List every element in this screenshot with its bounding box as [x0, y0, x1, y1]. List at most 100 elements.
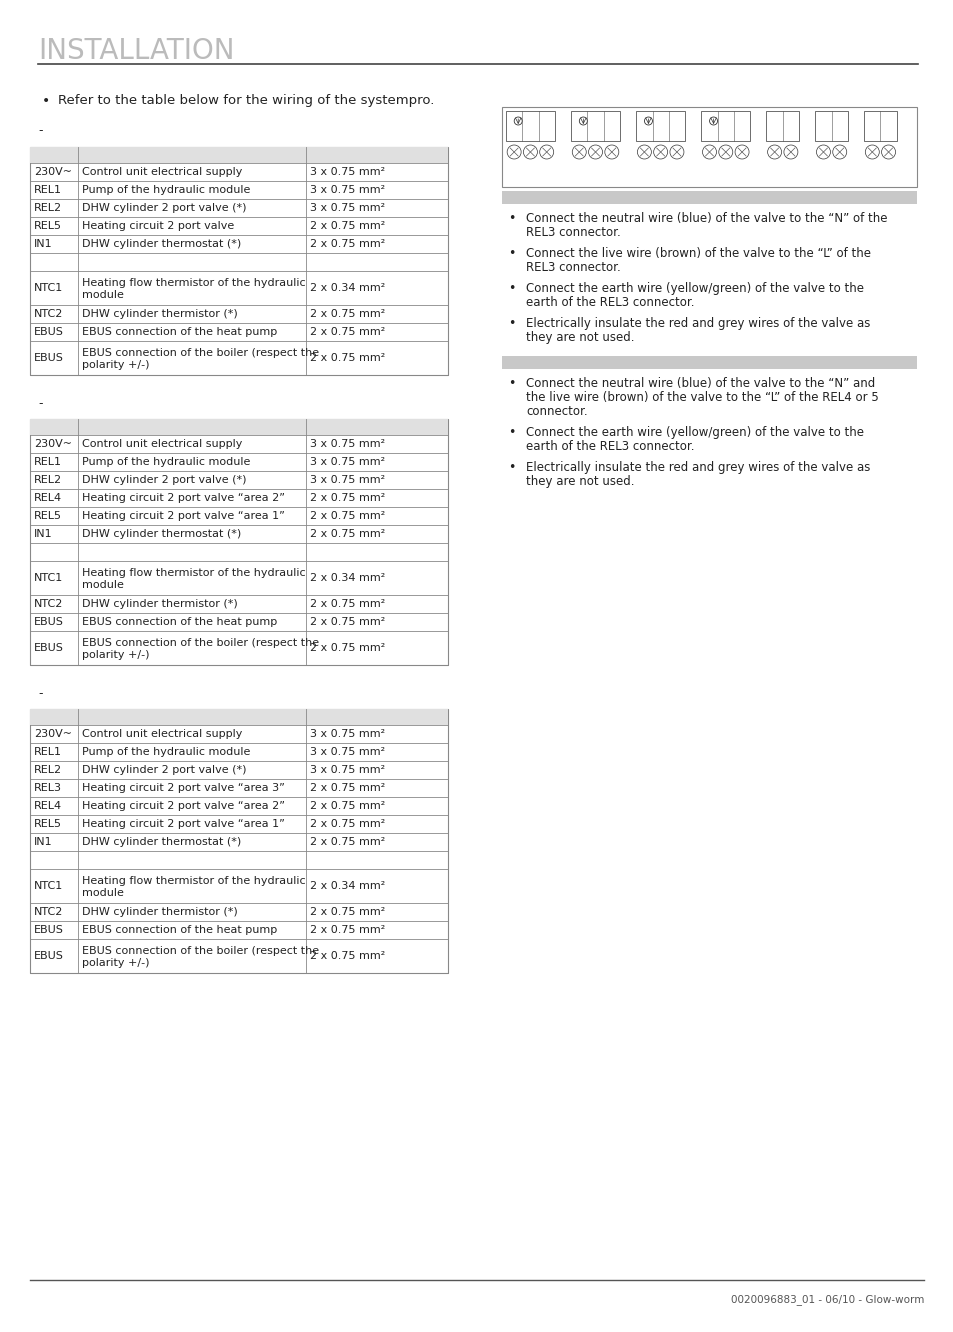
Bar	[30, 709, 448, 725]
Text: 2 x 0.75 mm²: 2 x 0.75 mm²	[310, 599, 385, 609]
Text: •: •	[507, 282, 515, 294]
Text: INSTALLATION: INSTALLATION	[38, 37, 234, 65]
Circle shape	[604, 145, 618, 159]
Text: DHW cylinder thermistor (*): DHW cylinder thermistor (*)	[82, 309, 237, 318]
Text: REL4: REL4	[34, 801, 62, 811]
Text: 3 x 0.75 mm²: 3 x 0.75 mm²	[310, 457, 385, 468]
Text: 2 x 0.75 mm²: 2 x 0.75 mm²	[310, 326, 385, 337]
Text: polarity +/-): polarity +/-)	[82, 650, 150, 659]
Text: 230V~: 230V~	[34, 729, 71, 739]
Text: DHW cylinder thermistor (*): DHW cylinder thermistor (*)	[82, 599, 237, 609]
Text: Heating flow thermistor of the hydraulic: Heating flow thermistor of the hydraulic	[82, 278, 305, 288]
Text: Heating circuit 2 port valve “area 1”: Heating circuit 2 port valve “area 1”	[82, 511, 285, 521]
Text: •: •	[507, 461, 515, 474]
Text: 3 x 0.75 mm²: 3 x 0.75 mm²	[310, 747, 385, 757]
Text: EBUS: EBUS	[34, 643, 64, 653]
Text: •: •	[507, 426, 515, 440]
Text: module: module	[82, 290, 124, 300]
Text: 230V~: 230V~	[34, 166, 71, 177]
Text: •: •	[507, 317, 515, 330]
Bar	[505, 111, 555, 141]
Circle shape	[572, 145, 586, 159]
Circle shape	[783, 145, 797, 159]
Text: Pump of the hydraulic module: Pump of the hydraulic module	[82, 457, 251, 468]
Text: 2 x 0.75 mm²: 2 x 0.75 mm²	[310, 493, 385, 503]
Text: Connect the earth wire (yellow/green) of the valve to the: Connect the earth wire (yellow/green) of…	[525, 282, 863, 294]
Text: polarity +/-): polarity +/-)	[82, 958, 150, 968]
Circle shape	[669, 145, 683, 159]
Circle shape	[539, 145, 553, 159]
Circle shape	[816, 145, 830, 159]
Text: Refer to the table below for the wiring of the systempro.: Refer to the table below for the wiring …	[58, 95, 434, 107]
Text: •: •	[507, 212, 515, 225]
Text: DHW cylinder thermostat (*): DHW cylinder thermostat (*)	[82, 238, 241, 249]
Text: REL2: REL2	[34, 765, 62, 775]
Circle shape	[653, 145, 667, 159]
Text: 2 x 0.75 mm²: 2 x 0.75 mm²	[310, 907, 385, 916]
Text: NTC2: NTC2	[34, 599, 63, 609]
Text: EBUS connection of the boiler (respect the: EBUS connection of the boiler (respect t…	[82, 638, 319, 647]
Text: EBUS connection of the heat pump: EBUS connection of the heat pump	[82, 617, 277, 627]
Text: EBUS: EBUS	[34, 924, 64, 935]
Text: 230V~: 230V~	[34, 440, 71, 449]
Circle shape	[832, 145, 846, 159]
Circle shape	[588, 145, 602, 159]
Text: Control unit electrical supply: Control unit electrical supply	[82, 729, 242, 739]
Text: Control unit electrical supply: Control unit electrical supply	[82, 440, 242, 449]
Text: DHW cylinder thermistor (*): DHW cylinder thermistor (*)	[82, 907, 237, 916]
Text: Connect the neutral wire (blue) of the valve to the “N” of the: Connect the neutral wire (blue) of the v…	[525, 212, 886, 225]
Text: Heating flow thermistor of the hydraulic: Heating flow thermistor of the hydraulic	[82, 876, 305, 886]
Bar	[636, 111, 684, 141]
Bar	[501, 107, 916, 186]
Text: •: •	[42, 95, 51, 108]
Text: Pump of the hydraulic module: Pump of the hydraulic module	[82, 185, 251, 194]
Text: Connect the neutral wire (blue) of the valve to the “N” and: Connect the neutral wire (blue) of the v…	[525, 377, 874, 390]
Text: Electrically insulate the red and grey wires of the valve as: Electrically insulate the red and grey w…	[525, 317, 869, 330]
Circle shape	[718, 145, 732, 159]
Text: •: •	[507, 246, 515, 260]
Bar	[30, 420, 448, 665]
Text: earth of the REL3 connector.: earth of the REL3 connector.	[525, 440, 694, 453]
Text: 3 x 0.75 mm²: 3 x 0.75 mm²	[310, 729, 385, 739]
Text: 2 x 0.34 mm²: 2 x 0.34 mm²	[310, 880, 385, 891]
Text: 3 x 0.75 mm²: 3 x 0.75 mm²	[310, 440, 385, 449]
Text: EBUS connection of the boiler (respect the: EBUS connection of the boiler (respect t…	[82, 348, 319, 358]
Text: Heating circuit 2 port valve “area 2”: Heating circuit 2 port valve “area 2”	[82, 493, 285, 503]
Text: 2 x 0.75 mm²: 2 x 0.75 mm²	[310, 801, 385, 811]
Text: DHW cylinder 2 port valve (*): DHW cylinder 2 port valve (*)	[82, 765, 246, 775]
Text: Heating flow thermistor of the hydraulic: Heating flow thermistor of the hydraulic	[82, 567, 305, 578]
Text: 2 x 0.34 mm²: 2 x 0.34 mm²	[310, 282, 385, 293]
Text: -: -	[38, 397, 43, 410]
Text: 2 x 0.75 mm²: 2 x 0.75 mm²	[310, 924, 385, 935]
Text: Control unit electrical supply: Control unit electrical supply	[82, 166, 242, 177]
Text: 2 x 0.75 mm²: 2 x 0.75 mm²	[310, 819, 385, 829]
Text: 0020096883_01 - 06/10 - Glow-worm: 0020096883_01 - 06/10 - Glow-worm	[730, 1293, 923, 1305]
Circle shape	[701, 145, 716, 159]
Text: 2 x 0.75 mm²: 2 x 0.75 mm²	[310, 617, 385, 627]
Text: REL5: REL5	[34, 221, 62, 230]
Text: Connect the live wire (brown) of the valve to the “L” of the: Connect the live wire (brown) of the val…	[525, 246, 870, 260]
Bar	[30, 147, 448, 163]
Text: Heating circuit 2 port valve: Heating circuit 2 port valve	[82, 221, 234, 230]
Text: Connect the earth wire (yellow/green) of the valve to the: Connect the earth wire (yellow/green) of…	[525, 426, 863, 440]
Text: DHW cylinder thermostat (*): DHW cylinder thermostat (*)	[82, 529, 241, 539]
Bar	[30, 147, 448, 376]
Text: 2 x 0.34 mm²: 2 x 0.34 mm²	[310, 573, 385, 583]
Text: REL5: REL5	[34, 819, 62, 829]
Bar	[501, 356, 916, 369]
Text: 3 x 0.75 mm²: 3 x 0.75 mm²	[310, 765, 385, 775]
Text: Heating circuit 2 port valve “area 2”: Heating circuit 2 port valve “area 2”	[82, 801, 285, 811]
Text: EBUS: EBUS	[34, 326, 64, 337]
Text: REL2: REL2	[34, 202, 62, 213]
Text: NTC1: NTC1	[34, 573, 63, 583]
Text: IN1: IN1	[34, 529, 52, 539]
Text: EBUS connection of the heat pump: EBUS connection of the heat pump	[82, 326, 277, 337]
Text: polarity +/-): polarity +/-)	[82, 360, 150, 370]
Text: DHW cylinder 2 port valve (*): DHW cylinder 2 port valve (*)	[82, 202, 246, 213]
Text: REL4: REL4	[34, 493, 62, 503]
Text: IN1: IN1	[34, 836, 52, 847]
Bar	[765, 111, 799, 141]
Bar	[30, 709, 448, 972]
Text: DHW cylinder thermostat (*): DHW cylinder thermostat (*)	[82, 836, 241, 847]
Text: 2 x 0.75 mm²: 2 x 0.75 mm²	[310, 353, 385, 364]
